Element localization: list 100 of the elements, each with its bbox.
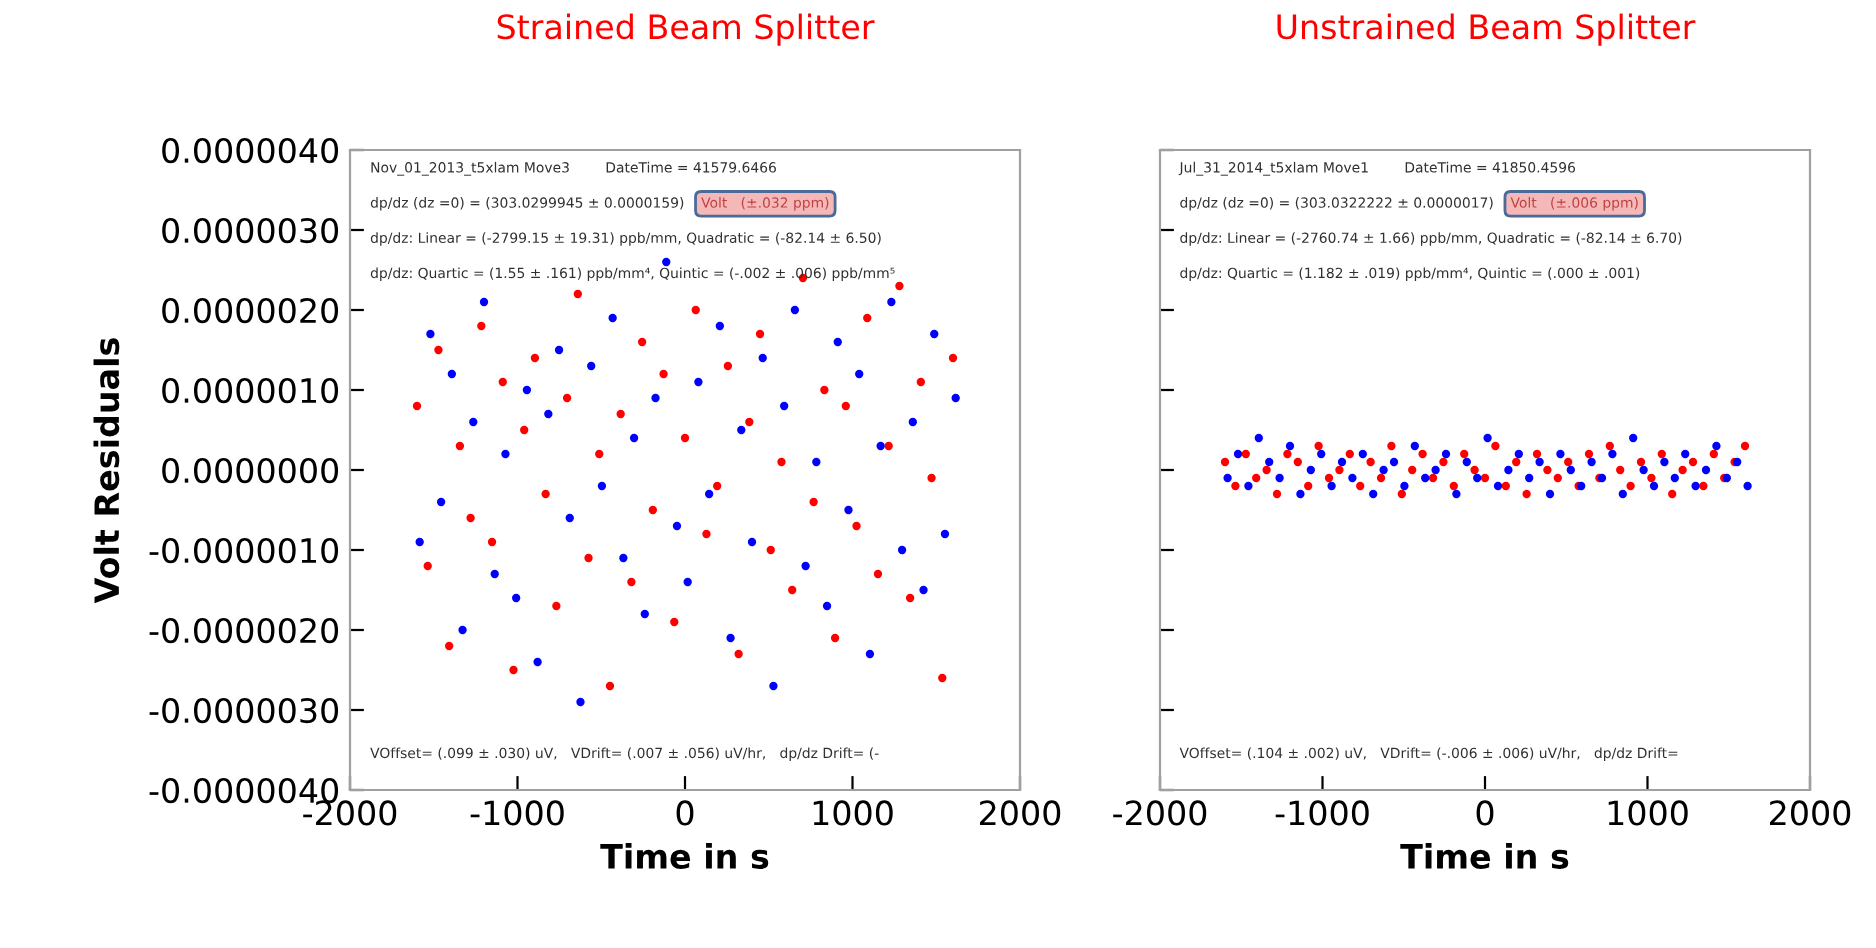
point xyxy=(670,617,679,627)
point xyxy=(895,281,904,291)
point xyxy=(715,321,725,331)
point xyxy=(1275,473,1284,483)
point xyxy=(1324,473,1334,483)
point xyxy=(1449,481,1458,491)
point xyxy=(1285,441,1295,451)
point xyxy=(662,257,671,267)
point xyxy=(1564,457,1573,467)
x-tick-label: -2000 xyxy=(1113,800,1207,826)
y-tick-label: 0.0000010 xyxy=(162,377,339,404)
point xyxy=(1441,449,1451,459)
point xyxy=(1678,465,1687,475)
point xyxy=(734,649,743,659)
point xyxy=(1688,457,1698,467)
point xyxy=(1348,473,1357,483)
point xyxy=(897,545,907,555)
point xyxy=(820,385,829,395)
point xyxy=(916,377,926,387)
point xyxy=(1462,457,1471,467)
point xyxy=(1566,465,1575,475)
point xyxy=(554,345,564,355)
point xyxy=(940,529,950,539)
x-tick-label: 1000 xyxy=(813,800,893,826)
point xyxy=(605,681,615,691)
point xyxy=(833,337,842,347)
point xyxy=(1473,473,1482,483)
point xyxy=(544,409,553,419)
point xyxy=(1317,449,1326,459)
point xyxy=(490,569,499,579)
y-tick-label: -0.0000020 xyxy=(149,617,339,644)
point xyxy=(919,585,928,595)
point xyxy=(1439,457,1448,467)
point xyxy=(1369,489,1378,499)
point xyxy=(1431,465,1440,475)
point xyxy=(1379,465,1388,475)
point xyxy=(1543,465,1552,475)
point xyxy=(1337,457,1347,467)
point xyxy=(1545,489,1555,499)
point xyxy=(1556,449,1565,459)
point xyxy=(852,521,861,531)
point xyxy=(1522,489,1531,499)
point xyxy=(1709,449,1718,459)
point xyxy=(1649,481,1659,491)
point xyxy=(479,297,489,307)
point xyxy=(1314,441,1323,451)
point xyxy=(573,289,582,299)
point xyxy=(809,497,818,507)
point xyxy=(458,625,467,635)
point xyxy=(1410,441,1419,451)
point xyxy=(1304,481,1313,491)
point xyxy=(455,441,465,451)
x-tick-label: -1000 xyxy=(470,800,564,826)
x-tick-label: 0 xyxy=(1476,800,1494,826)
point xyxy=(1262,465,1271,475)
point xyxy=(498,377,507,387)
point xyxy=(1691,481,1700,491)
point xyxy=(487,537,497,547)
point xyxy=(1636,457,1646,467)
point xyxy=(844,505,853,515)
point xyxy=(565,513,574,523)
chart-title: Unstrained Beam Splitter xyxy=(1277,13,1696,46)
point xyxy=(938,673,947,683)
point xyxy=(1252,473,1261,483)
y-tick-label: -0.0000030 xyxy=(149,697,339,724)
point xyxy=(672,521,682,531)
point xyxy=(1512,457,1521,467)
point xyxy=(1306,465,1315,475)
point xyxy=(1366,457,1375,467)
point xyxy=(522,385,532,395)
point xyxy=(444,641,454,651)
x-axis-title: Time in s xyxy=(1400,843,1569,869)
point xyxy=(777,457,786,467)
point xyxy=(530,353,540,363)
point xyxy=(1584,449,1594,459)
point xyxy=(1389,457,1399,467)
y-tick-label: -0.0000010 xyxy=(149,537,339,564)
point xyxy=(812,457,821,467)
point xyxy=(1408,465,1417,475)
point xyxy=(1605,441,1614,451)
point xyxy=(629,433,639,443)
point xyxy=(533,657,542,667)
x-tick-label: -2000 xyxy=(303,800,397,826)
point xyxy=(908,417,917,427)
point xyxy=(1241,449,1250,459)
point xyxy=(1743,481,1752,491)
point xyxy=(1670,473,1679,483)
point xyxy=(511,593,521,603)
point xyxy=(1660,457,1669,467)
point xyxy=(1356,481,1365,491)
point xyxy=(1265,457,1274,467)
point xyxy=(1657,449,1666,459)
point xyxy=(830,633,840,643)
point xyxy=(595,449,604,459)
point xyxy=(1647,473,1656,483)
point xyxy=(927,473,936,483)
point xyxy=(434,345,443,355)
point xyxy=(1223,473,1232,483)
point xyxy=(1712,441,1721,451)
point xyxy=(1535,457,1544,467)
